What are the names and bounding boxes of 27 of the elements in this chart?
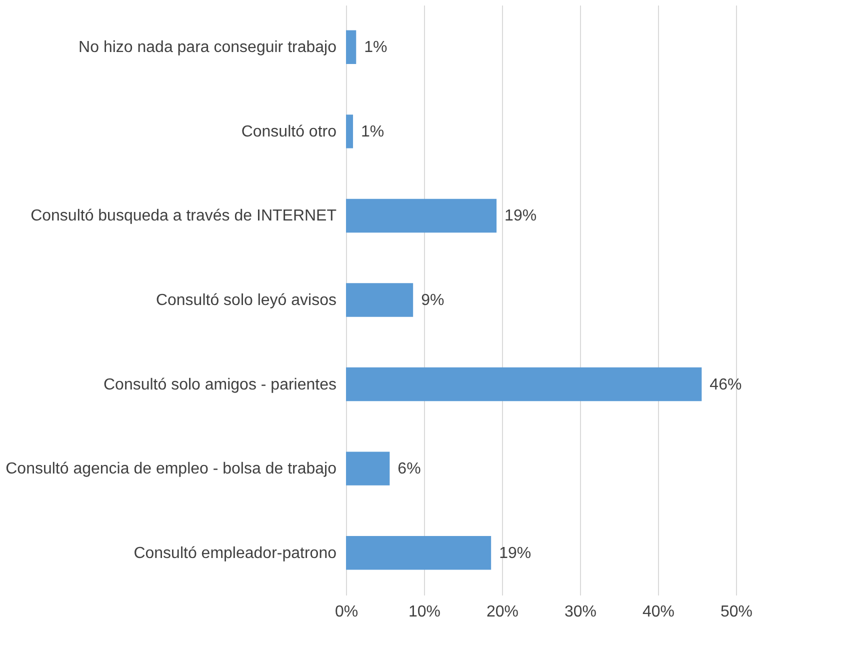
x-tick-label: 50%	[720, 604, 753, 620]
data-label: 19%	[504, 208, 537, 225]
bar	[346, 367, 702, 402]
data-label: 46%	[710, 376, 742, 394]
data-label: 9%	[421, 292, 444, 309]
bar	[346, 114, 354, 148]
x-tick-label: 10%	[408, 604, 441, 620]
y-tick-label: No hizo nada para conseguir trabajo	[78, 39, 337, 56]
bar	[346, 283, 414, 317]
y-tick-label: Consultó solo leyó avisos	[156, 292, 336, 309]
bar	[346, 30, 356, 64]
x-tick-label: 30%	[564, 604, 597, 620]
data-label: 1%	[364, 39, 388, 56]
y-tick-label: Consultó otro	[241, 123, 337, 140]
x-tick-label: 0%	[334, 604, 358, 620]
y-tick-label: Consultó agencia de empleo - bolsa de trabajo	[6, 460, 337, 478]
data-label: 19%	[499, 544, 532, 562]
data-label: 6%	[398, 460, 421, 478]
y-tick-label: Consultó busqueda a través de INTERNET	[30, 208, 337, 225]
bar	[346, 536, 492, 570]
bar	[346, 452, 390, 486]
y-tick-label: Consultó solo amigos - parientes	[103, 376, 336, 394]
y-tick-label: Consultó empleador-patrono	[134, 544, 337, 562]
x-tick-label: 40%	[642, 604, 675, 620]
data-label: 1%	[361, 123, 384, 140]
bar	[346, 198, 497, 233]
x-tick-label: 20%	[486, 604, 519, 620]
